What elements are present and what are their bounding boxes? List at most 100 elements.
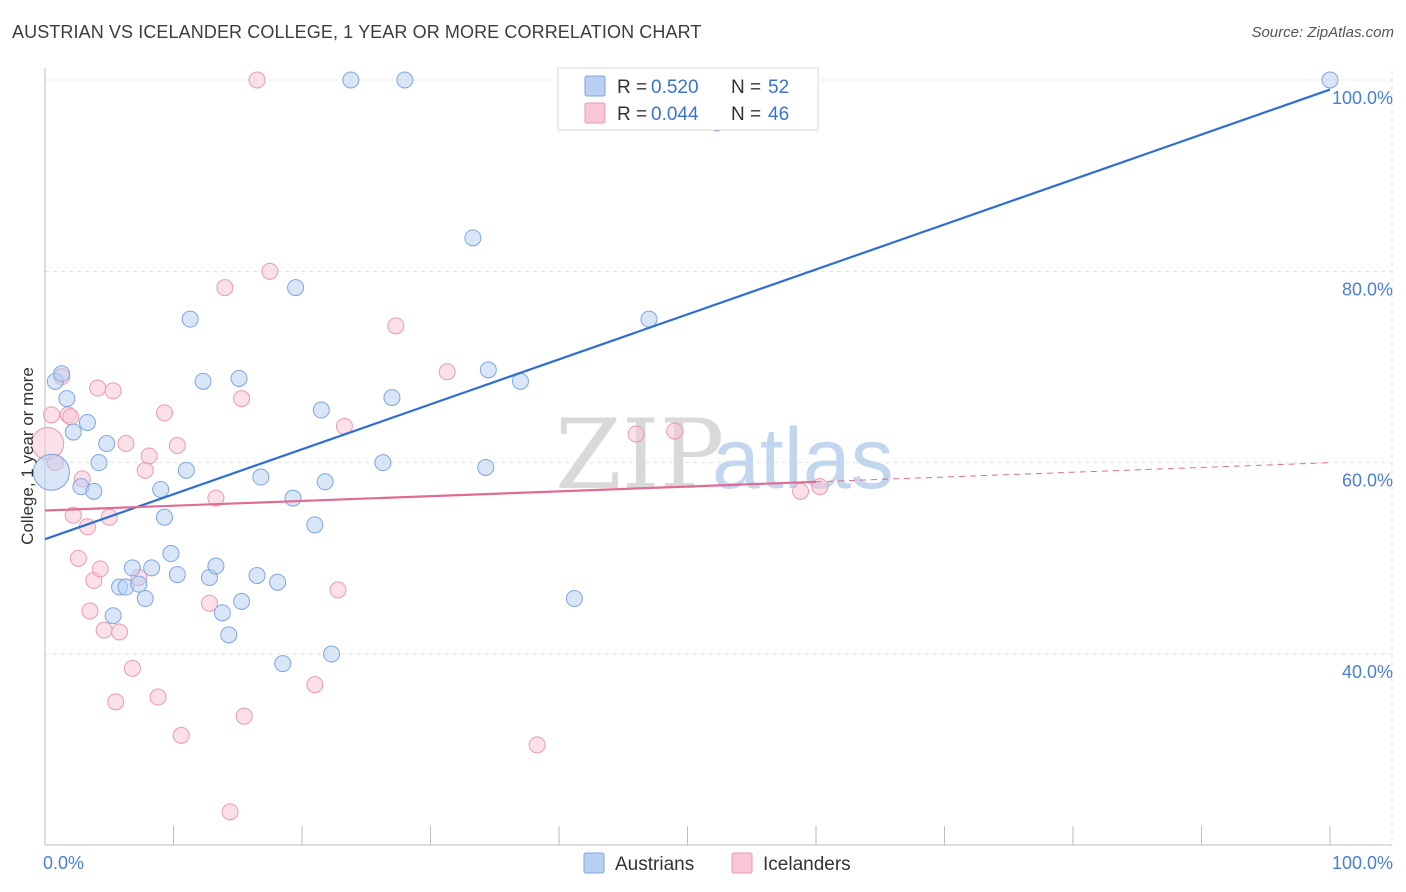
icelanders-points [31,71,829,821]
austrians-point [1321,71,1339,89]
legend-n-value-austrians: 52 [768,77,789,98]
austrians-point [90,454,108,472]
austrians-point [53,365,71,383]
austrians-point [136,590,154,608]
icelanders-point [248,71,266,89]
austrians-point [374,454,392,472]
icelanders-point [107,693,125,711]
icelanders-point [200,594,218,612]
austrians-point [220,626,238,644]
legend-r-value-austrians: 0.520 [651,77,699,98]
trend-lines [44,88,1331,541]
austrians-point [233,592,251,610]
icelanders-point [62,408,80,426]
icelanders-point [666,422,684,440]
icelanders-point [207,489,225,507]
legend-r-label-austrians: R = [617,77,647,98]
austrians-point [383,389,401,407]
austrians-point [64,423,82,441]
icelanders-trend-line [44,480,817,512]
austrians-point [32,453,70,491]
legend-r-label-icelanders: R = [617,104,647,125]
x-tick-label-min: 0.0% [43,853,84,873]
austrians-point [342,71,360,89]
legend-n-label-icelanders: N = [731,104,761,125]
legend-swatch-icelanders [584,102,606,124]
austrians-point [479,361,497,379]
icelanders-point [69,549,87,567]
series-legend-label-austrians: Austrians [615,854,694,875]
icelanders-point [111,623,129,641]
austrians-point [477,458,495,476]
icelanders-point [235,707,253,725]
icelanders-point [221,803,239,821]
austrians-point [287,279,305,297]
austrians-point [213,604,231,622]
icelanders-point [329,581,347,599]
austrians-point [181,310,199,328]
y-tick-label: 100.0% [1332,88,1393,108]
legend: R = 0.520 N = 52 R = 0.044 N = 46 [557,67,819,131]
austrians-point [130,575,148,593]
x-tick-label-max: 100.0% [1332,853,1393,873]
series-legend-swatch-icelanders [731,852,753,874]
icelanders-point [306,676,324,694]
y-tick-label: 60.0% [1342,471,1393,491]
icelanders-point [168,436,186,454]
austrians-point [312,401,330,419]
icelanders-point [123,659,141,677]
austrians-point [396,71,414,89]
icelanders-point [117,435,135,453]
icelanders-point [792,482,810,500]
austrians-point [104,607,122,625]
austrians-point [194,372,212,390]
watermark: ZIP atlas [555,399,894,511]
austrians-point [156,508,174,526]
austrians-point [78,413,96,431]
icelanders-point [216,279,234,297]
icelanders-point [64,506,82,524]
y-tick-label: 80.0% [1342,279,1393,299]
series-legend: Austrians Icelanders [583,852,851,875]
austrians-point [248,567,266,585]
austrians-point [143,559,161,577]
austrians-point [168,566,186,584]
austrians-point [58,390,76,408]
icelanders-point [172,726,190,744]
icelanders-point [438,363,456,381]
source-label: Source: ZipAtlas.com [1251,24,1394,41]
icelanders-trend-extension [815,462,1331,483]
austrians-point [230,369,248,387]
icelanders-point [136,461,154,479]
icelanders-point [627,425,645,443]
legend-n-label-austrians: N = [731,77,761,98]
icelanders-point [140,447,158,465]
austrians-trend-line [44,88,1331,541]
icelanders-point [528,736,546,754]
x-tick-labels: 0.0% 100.0% [43,853,1393,873]
austrians-point [565,590,583,608]
austrians-point [123,559,141,577]
y-axis-label: College, 1 year or more [18,367,37,545]
icelanders-point [91,560,109,578]
austrians-point [274,655,292,673]
icelanders-point [89,379,107,397]
austrians-point [177,461,195,479]
series-legend-swatch-austrians [583,852,605,874]
legend-r-value-icelanders: 0.044 [651,104,699,125]
austrians-point [306,516,324,534]
austrians-point [252,468,270,486]
y-tick-labels: 40.0% 60.0% 80.0% 100.0% [1332,88,1393,682]
austrians-point [464,229,482,247]
austrians-points [32,71,1339,673]
legend-n-value-icelanders: 46 [768,104,789,125]
icelanders-point [149,688,167,706]
austrians-point [323,645,341,663]
legend-swatch-austrians [584,75,606,97]
austrians-point [269,573,287,591]
austrians-point [162,545,180,563]
icelanders-point [81,602,99,620]
austrians-point [98,435,116,453]
austrians-point [207,557,225,575]
